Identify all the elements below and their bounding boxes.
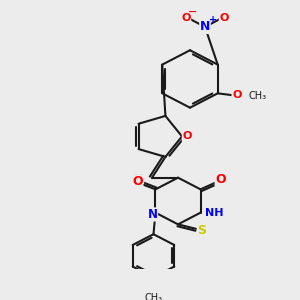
Text: S: S: [197, 224, 206, 237]
Text: CH₃: CH₃: [144, 293, 163, 300]
Text: H: H: [134, 174, 144, 184]
Text: O: O: [219, 13, 229, 23]
Text: NH: NH: [205, 208, 224, 218]
Text: CH₃: CH₃: [249, 91, 267, 101]
Text: O: O: [215, 173, 226, 186]
Text: O: O: [181, 13, 191, 23]
Text: O: O: [182, 131, 192, 141]
Text: −: −: [188, 7, 198, 17]
Text: O: O: [132, 175, 143, 188]
Text: O: O: [232, 90, 242, 100]
Text: +: +: [209, 15, 217, 25]
Text: N: N: [148, 208, 158, 221]
Text: N: N: [200, 20, 210, 33]
